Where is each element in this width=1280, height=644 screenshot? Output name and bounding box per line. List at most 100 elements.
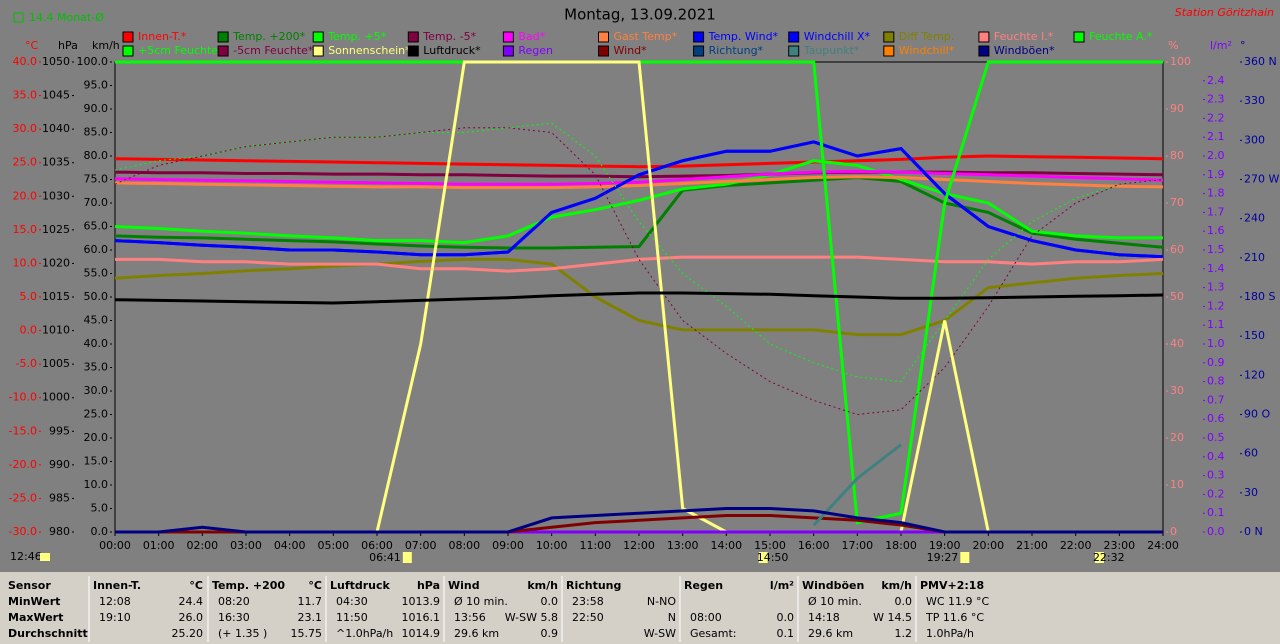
series-line xyxy=(114,170,1164,179)
table-header: Windböen xyxy=(802,579,864,592)
table-cell: W-SW xyxy=(644,627,676,640)
y-tick-label: 995 xyxy=(49,424,70,437)
x-tick-label: 13:00 xyxy=(667,539,699,552)
table-cell: Durchschnitt xyxy=(8,627,88,640)
time: 12:46 xyxy=(10,550,42,563)
y-tick-label: 40 xyxy=(1170,337,1184,350)
x-tick-label: 06:00 xyxy=(361,539,393,552)
y-tick-label: 0.8 xyxy=(1207,375,1225,388)
table-cell: Ø 10 min. xyxy=(808,595,862,608)
table-header: Temp. +200 xyxy=(212,579,285,592)
table-cell: TP 11.6 °C xyxy=(925,611,984,624)
series-line xyxy=(114,140,1164,259)
y-tick-label: 1045 xyxy=(42,89,70,102)
legend-swatch xyxy=(978,31,990,43)
y-tick-label: 90 xyxy=(1170,102,1184,115)
x-tick-label: 23:00 xyxy=(1103,539,1135,552)
legend-label: Windchill X* xyxy=(804,30,871,43)
y-tick-label: 2.3 xyxy=(1207,93,1225,106)
legend-swatch xyxy=(312,31,324,43)
table-bg xyxy=(0,572,1280,644)
axis-label: hPa xyxy=(58,39,78,52)
legend-label: +5cm Feuchte* xyxy=(138,44,224,57)
y-tick-label: 25.0 xyxy=(84,408,109,421)
time-icon xyxy=(40,553,50,561)
table-cell: 13:56 xyxy=(454,611,486,624)
legend-swatch xyxy=(788,31,800,43)
legend-swatch xyxy=(1073,31,1085,43)
x-tick-label: 20:00 xyxy=(972,539,1004,552)
annotation-marker xyxy=(402,552,412,563)
legend-swatch xyxy=(693,45,705,57)
y-tick-label: 330 xyxy=(1244,94,1265,107)
y-tick-label: 90 O xyxy=(1244,408,1270,421)
legend-label: Temp. -5* xyxy=(422,30,476,43)
y-tick-label: 60.0 xyxy=(84,243,109,256)
legend-swatch xyxy=(788,45,800,57)
x-tick-label: 21:00 xyxy=(1016,539,1048,552)
table-cell: 19:10 xyxy=(99,611,131,624)
table-cell: 16:30 xyxy=(218,611,250,624)
y-tick-label: 1015 xyxy=(42,290,70,303)
annotation: 14:50 xyxy=(757,551,789,564)
axis-label: % xyxy=(1168,39,1178,52)
legend-swatch xyxy=(122,45,134,57)
y-tick-label: 100.0 xyxy=(77,55,109,68)
y-tick-label: 15.0 xyxy=(84,455,109,468)
y-tick-label: 95.0 xyxy=(84,79,109,92)
table-cell: 1.2 xyxy=(895,627,913,640)
table-unit: hPa xyxy=(417,579,440,592)
table-cell: (+ 1.35 ) xyxy=(218,627,267,640)
y-tick-label: -15.0 xyxy=(9,424,37,437)
x-tick-label: 17:00 xyxy=(841,539,873,552)
annotation: 19:27 xyxy=(927,551,959,564)
y-tick-label: 2.0 xyxy=(1207,149,1225,162)
y-tick-label: -10.0 xyxy=(9,391,37,404)
table-cell: 11:50 xyxy=(336,611,368,624)
legend-label: Bad* xyxy=(518,30,545,43)
legend-swatch xyxy=(693,31,705,43)
legend-label: Windböen* xyxy=(994,44,1055,57)
y-tick-label: 0.4 xyxy=(1207,450,1225,463)
y-tick-label: 1025 xyxy=(42,223,70,236)
y-tick-label: 2.4 xyxy=(1207,74,1225,87)
y-tick-label: 0.1 xyxy=(1207,506,1225,519)
table-cell: Ø 10 min. xyxy=(454,595,508,608)
table-header: PMV+2:18 xyxy=(920,579,984,592)
table-unit: km/h xyxy=(527,579,558,592)
table-cell: 23.1 xyxy=(298,611,323,624)
y-tick-label: 30.0 xyxy=(84,384,109,397)
y-tick-label: 1.1 xyxy=(1207,318,1225,331)
y-tick-label: 120 xyxy=(1244,368,1265,381)
table-cell: W-SW 5.8 xyxy=(505,611,558,624)
y-tick-label: -30.0 xyxy=(9,525,37,538)
table-cell: 11.7 xyxy=(298,595,323,608)
y-tick-label: 300 xyxy=(1244,133,1265,146)
y-tick-label: 35.0 xyxy=(84,361,109,374)
table-cell: 08:20 xyxy=(218,595,250,608)
x-tick-label: 11:00 xyxy=(579,539,611,552)
y-tick-label: 10.0 xyxy=(13,256,38,269)
annotation-marker xyxy=(758,552,768,563)
table-cell: 22:50 xyxy=(572,611,604,624)
series-line xyxy=(114,154,1164,169)
table-header: Wind xyxy=(448,579,480,592)
legend-label: Feuchte A.* xyxy=(1089,30,1153,43)
legend-label: Diff Temp. xyxy=(899,30,954,43)
series-line xyxy=(812,443,902,527)
table-cell: 1016.1 xyxy=(402,611,441,624)
table-cell: N-NO xyxy=(647,595,676,608)
annotation: 22:32 xyxy=(1093,551,1125,564)
x-tick-label: 24:00 xyxy=(1147,539,1179,552)
y-tick-label: 1.3 xyxy=(1207,281,1225,294)
table-cell: 26.0 xyxy=(179,611,204,624)
table-cell: 29.6 km xyxy=(454,627,499,640)
legend-swatch xyxy=(598,31,609,43)
series-line xyxy=(115,507,1163,534)
table-cell: 1014.9 xyxy=(402,627,441,640)
y-tick-label: 1.4 xyxy=(1207,262,1225,275)
legend-label: Taupunkt* xyxy=(803,44,860,57)
y-tick-label: 5.0 xyxy=(91,502,109,515)
series-line xyxy=(114,257,1164,337)
legend-swatch xyxy=(217,31,229,43)
